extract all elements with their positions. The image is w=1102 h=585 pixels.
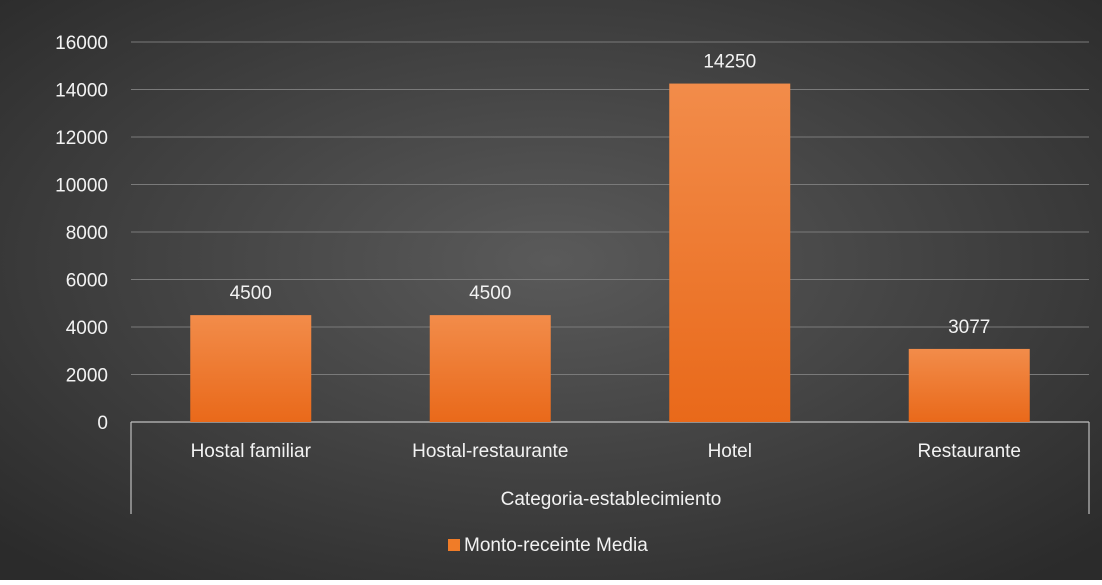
x-axis-ticks: Hostal familiar Hostal-restaurante Hotel Re… [191,441,1021,462]
bar [669,83,791,422]
legend-label: Monto-receinte Media [464,535,648,556]
data-label: 14250 [703,52,756,73]
legend: Monto-receinte Media [448,535,648,556]
y-tick-label: 0 [97,413,108,434]
y-tick-label: 6000 [66,271,108,292]
data-labels: 4500 4500 14250 3077 [230,52,991,338]
y-tick-label: 12000 [55,128,108,149]
legend-swatch [448,539,460,551]
y-tick-label: 10000 [55,176,108,197]
x-tick-label: Restaurante [917,441,1021,462]
x-tick-label: Hostal familiar [191,441,312,462]
bar [190,315,312,422]
data-label: 4500 [230,283,272,304]
x-axis-title: Categoria-establecimiento [501,489,722,510]
y-tick-label: 2000 [66,366,108,387]
y-tick-label: 16000 [55,33,108,54]
x-tick-label: Hotel [708,441,752,462]
data-label: 4500 [469,283,511,304]
y-tick-label: 4000 [66,318,108,339]
data-label: 3077 [948,317,990,338]
y-tick-label: 14000 [55,81,108,102]
bar [429,315,551,422]
bar [908,348,1030,422]
y-tick-label: 8000 [66,223,108,244]
x-tick-label: Hostal-restaurante [412,441,568,462]
bars [190,83,1030,422]
y-axis-ticks: 0 2000 4000 6000 8000 10000 12000 14000 16000 [55,33,108,434]
